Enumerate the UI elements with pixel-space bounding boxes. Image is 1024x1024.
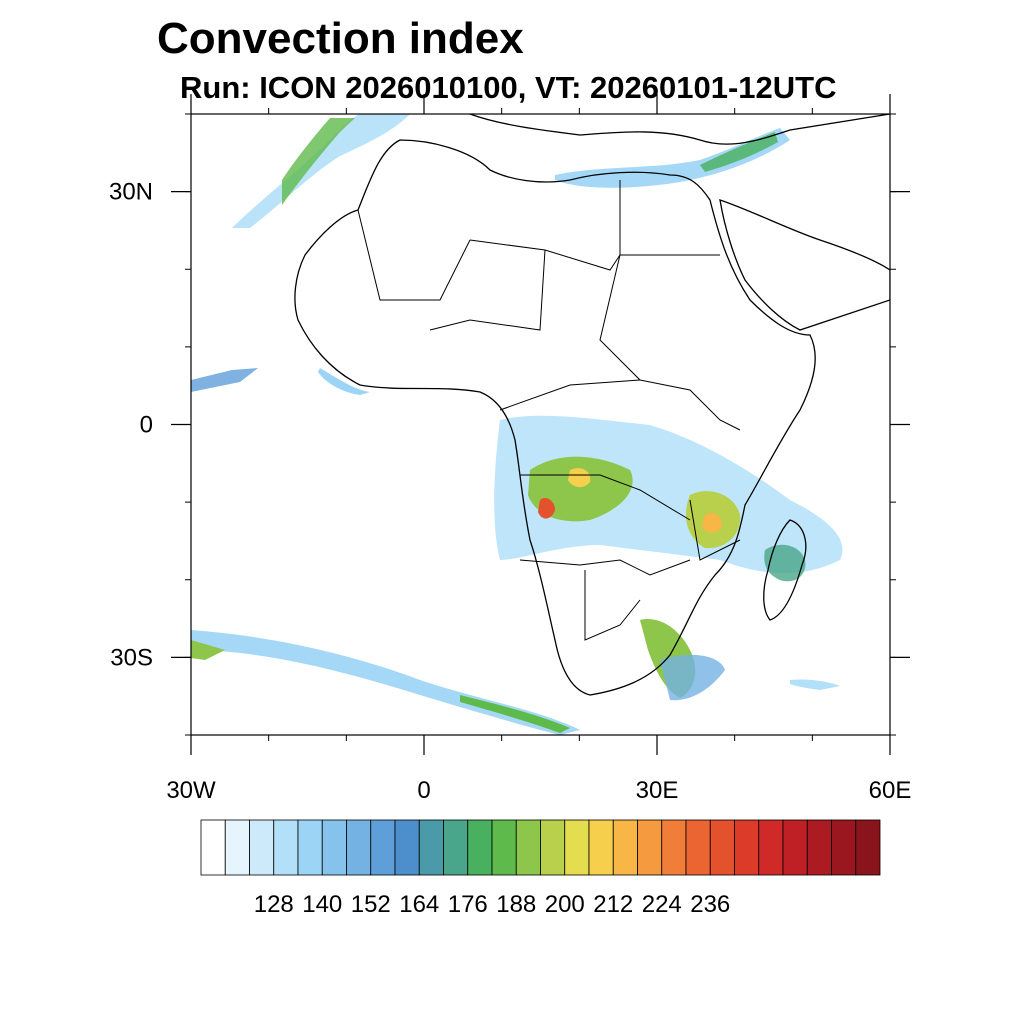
chart-subtitle: Run: ICON 2026010100, VT: 20260101-12UTC (180, 70, 837, 105)
africa-coastline (294, 139, 816, 696)
colorbar-box (612, 819, 638, 876)
border-congo (499, 379, 641, 411)
colorbar-box (661, 819, 687, 876)
border-central-africa (520, 474, 691, 521)
colorbar-box (855, 819, 881, 876)
border-west-africa (357, 209, 471, 301)
colorbar-box (831, 819, 857, 876)
colorbar-box (758, 819, 784, 876)
colorbar-box (297, 819, 323, 876)
border-sahel (469, 239, 720, 271)
colorbar-box (200, 819, 226, 876)
colorbar-box (273, 819, 299, 876)
lat-tick-label: 0 (140, 412, 153, 439)
colorbar-box (782, 819, 808, 876)
convection-zone-madagascar (764, 544, 806, 582)
colorbar-box (249, 819, 275, 876)
border-libya-egypt (429, 249, 546, 331)
colorbar-box (564, 819, 590, 876)
lon-tick-label: 0 (417, 777, 430, 804)
colorbar-box (515, 819, 541, 876)
coastlines (294, 114, 890, 696)
colorbar-box (394, 819, 420, 876)
colorbar-label: 224 (642, 891, 682, 918)
europe-coastline (469, 114, 890, 145)
border-malawi (689, 499, 741, 561)
country-borders (357, 180, 741, 641)
madagascar-coastline (763, 519, 807, 621)
convection-core-south-atlantic (460, 695, 570, 733)
border-sudan (599, 180, 741, 431)
colorbar-label: 188 (496, 891, 536, 918)
convection-cell-zambia (568, 468, 591, 488)
colorbar-label: 164 (399, 891, 439, 918)
colorbar-label: 128 (254, 891, 294, 918)
convection-core-angola (538, 498, 555, 519)
border-namibia-botswana (584, 570, 641, 641)
colorbar-label: 140 (302, 891, 342, 918)
lat-tick-label: 30N (109, 179, 153, 206)
convection-cell-west-atlantic (191, 640, 225, 660)
colorbar-box (224, 819, 250, 876)
lon-tick-label: 30W (166, 777, 216, 804)
convection-cell-mozambique (702, 513, 722, 533)
convection-band-mediterranean (555, 128, 790, 188)
convection-band-gulf-guinea (318, 368, 370, 395)
lon-tick-label: 60E (869, 777, 912, 804)
convection-zone-angola (528, 456, 633, 522)
arabia-coastline (719, 199, 890, 331)
colorbar-box (346, 819, 372, 876)
convection-band-tropical-atlantic (191, 368, 258, 392)
convection-band-reunion (790, 679, 840, 690)
colorbar-label: 152 (351, 891, 391, 918)
colorbar-box (540, 819, 566, 876)
colorbar-box (588, 819, 614, 876)
colorbar-box (685, 819, 711, 876)
lat-tick-label: 30S (110, 644, 153, 671)
border-southern-africa (519, 559, 691, 576)
convection-field (191, 114, 843, 735)
convection-core-mediterranean (700, 132, 778, 172)
colorbar-box (370, 819, 396, 876)
colorbar-label: 236 (690, 891, 730, 918)
colorbar-box (491, 819, 517, 876)
chart-title: Convection index (157, 14, 524, 63)
lon-axis: 30W 0 30E 60E (166, 94, 911, 804)
colorbar-box (709, 819, 735, 876)
lon-tick-label: 30E (636, 777, 679, 804)
colorbar-box (734, 819, 760, 876)
convection-band-agulhas (660, 654, 725, 701)
colorbar: 128 140 152 164 176 188 200 212 224 236 (200, 819, 881, 918)
colorbar-box (443, 819, 469, 876)
convection-area-central-africa (494, 415, 843, 574)
colorbar-box (467, 819, 493, 876)
colorbar-label: 200 (545, 891, 585, 918)
convection-band-south-atlantic (191, 630, 580, 735)
convection-core-nw-atlantic (282, 118, 355, 205)
colorbar-box (806, 819, 832, 876)
colorbar-label: 212 (593, 891, 633, 918)
colorbar-box (418, 819, 444, 876)
colorbar-box (637, 819, 663, 876)
lat-axis: 30N 0 30S (109, 179, 910, 671)
colorbar-box (321, 819, 347, 876)
convection-band-nw-atlantic (232, 114, 410, 228)
colorbar-label: 176 (448, 891, 488, 918)
